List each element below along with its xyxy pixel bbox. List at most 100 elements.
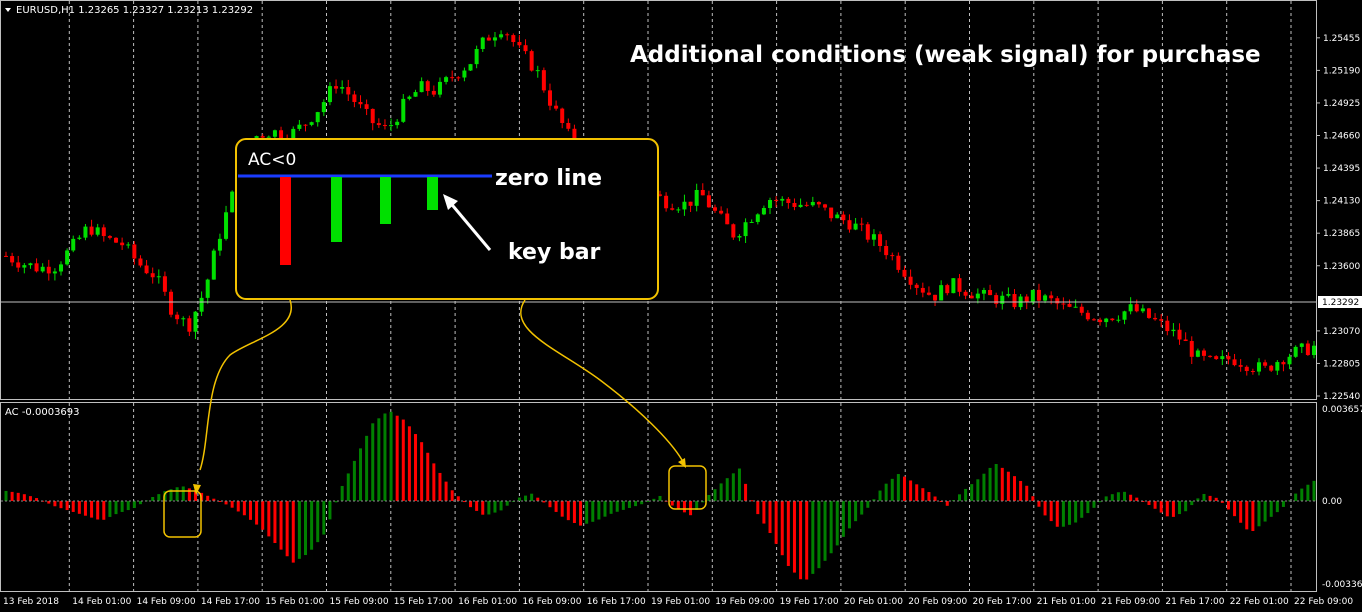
ac-bar	[823, 501, 827, 561]
candle-body	[749, 221, 754, 223]
ac-bar	[750, 500, 754, 502]
time-tick-label: 21 Feb 17:00	[1165, 597, 1224, 607]
ac-bar	[909, 480, 913, 501]
candle-body	[933, 294, 938, 301]
candle-body	[334, 86, 339, 89]
ac-bar	[322, 501, 326, 535]
ac-bar	[1043, 501, 1047, 516]
candle-body	[358, 101, 363, 105]
ac-bar	[1171, 501, 1175, 517]
ac-bar	[1245, 501, 1249, 530]
ac-bar	[108, 501, 112, 517]
ac-bar	[47, 501, 51, 504]
candle-body	[676, 209, 681, 211]
ac-bar	[774, 501, 778, 544]
ac-bar	[114, 501, 118, 515]
ac-bar	[1006, 471, 1010, 501]
callout-bar-green-1	[331, 177, 342, 242]
ac-bar	[291, 501, 295, 563]
ac-bar	[1190, 501, 1194, 506]
candle-body	[755, 214, 760, 222]
candle-body	[1195, 350, 1200, 357]
ac-bar	[414, 434, 418, 501]
candle-body	[1220, 356, 1225, 360]
candle-body	[529, 51, 534, 71]
ac-bar	[83, 501, 87, 516]
price-tick-label: 1.23070	[1323, 327, 1360, 337]
ac-bar	[1135, 497, 1139, 501]
ac-bar	[744, 483, 748, 501]
highlight-box-left	[163, 490, 202, 538]
ac-bar	[1013, 476, 1017, 501]
candle-body	[939, 285, 944, 301]
symbol-menu-icon[interactable]	[5, 8, 11, 12]
ac-bar	[499, 501, 503, 511]
ac-bar	[676, 501, 680, 510]
ac-bar	[1000, 467, 1004, 501]
candle-body	[462, 70, 467, 78]
ac-bar	[945, 501, 949, 506]
candle-body	[945, 285, 950, 294]
price-tick-label: 1.22540	[1323, 392, 1360, 402]
ac-bar	[420, 442, 424, 501]
ac-bar	[560, 501, 564, 517]
ac-bar	[579, 501, 583, 526]
candle-body	[547, 90, 552, 106]
candle-body	[456, 77, 461, 79]
candle-body	[1250, 371, 1255, 373]
candle-body	[309, 122, 314, 125]
time-tick-label: 21 Feb 09:00	[1101, 597, 1160, 607]
candle-body	[77, 237, 82, 239]
ac-bar	[1226, 501, 1230, 510]
candle-body	[114, 237, 119, 243]
ac-bar	[377, 418, 381, 501]
time-tick-label: 14 Feb 01:00	[72, 597, 131, 607]
candle-body	[346, 87, 351, 95]
candle-body	[908, 276, 913, 285]
candle-body	[279, 130, 284, 141]
ac-bar	[1123, 491, 1127, 501]
candle-body	[389, 125, 394, 127]
time-tick-label: 15 Feb 01:00	[265, 597, 324, 607]
ac-bar	[469, 501, 473, 508]
candle-body	[1165, 320, 1170, 332]
ac-axis-zero: 0.00	[1322, 497, 1342, 507]
candle-body	[737, 236, 742, 238]
ac-bar	[890, 478, 894, 501]
time-tick-label: 16 Feb 01:00	[458, 597, 517, 607]
candle-body	[217, 238, 222, 251]
candle-body	[994, 295, 999, 304]
candle-body	[1098, 319, 1103, 323]
ac-bar	[884, 483, 888, 501]
ac-axis-top: 0.003657	[1322, 405, 1362, 415]
ac-bar	[407, 426, 411, 501]
candle-body	[468, 64, 473, 71]
candle-body	[107, 236, 112, 238]
candle-body	[1049, 295, 1054, 299]
candle-body	[1079, 306, 1084, 313]
ac-bar	[59, 501, 63, 509]
candle-body	[486, 37, 491, 41]
ac-bar	[701, 501, 705, 503]
candle-body	[1208, 355, 1213, 357]
zero-line-label: zero line	[495, 166, 602, 191]
candle-body	[169, 291, 174, 315]
candle-body	[364, 104, 369, 109]
ac-bar	[572, 501, 576, 523]
candle-body	[65, 250, 70, 265]
ac-bar	[860, 501, 864, 515]
indicator-panel	[0, 402, 1317, 592]
candle-body	[352, 94, 357, 102]
connector-left-arrowhead	[193, 484, 201, 495]
ac-bar	[1257, 501, 1261, 527]
candle-body	[1146, 308, 1151, 318]
candle-body	[175, 314, 180, 320]
ac-bar	[609, 501, 613, 514]
candle-body	[382, 125, 387, 127]
candle-body	[156, 276, 161, 278]
time-tick-label: 13 Feb 2018	[3, 597, 59, 607]
candle-body	[4, 255, 8, 257]
candle-body	[1312, 345, 1316, 356]
time-tick-label: 15 Feb 17:00	[394, 597, 453, 607]
candle-body	[1128, 304, 1133, 312]
